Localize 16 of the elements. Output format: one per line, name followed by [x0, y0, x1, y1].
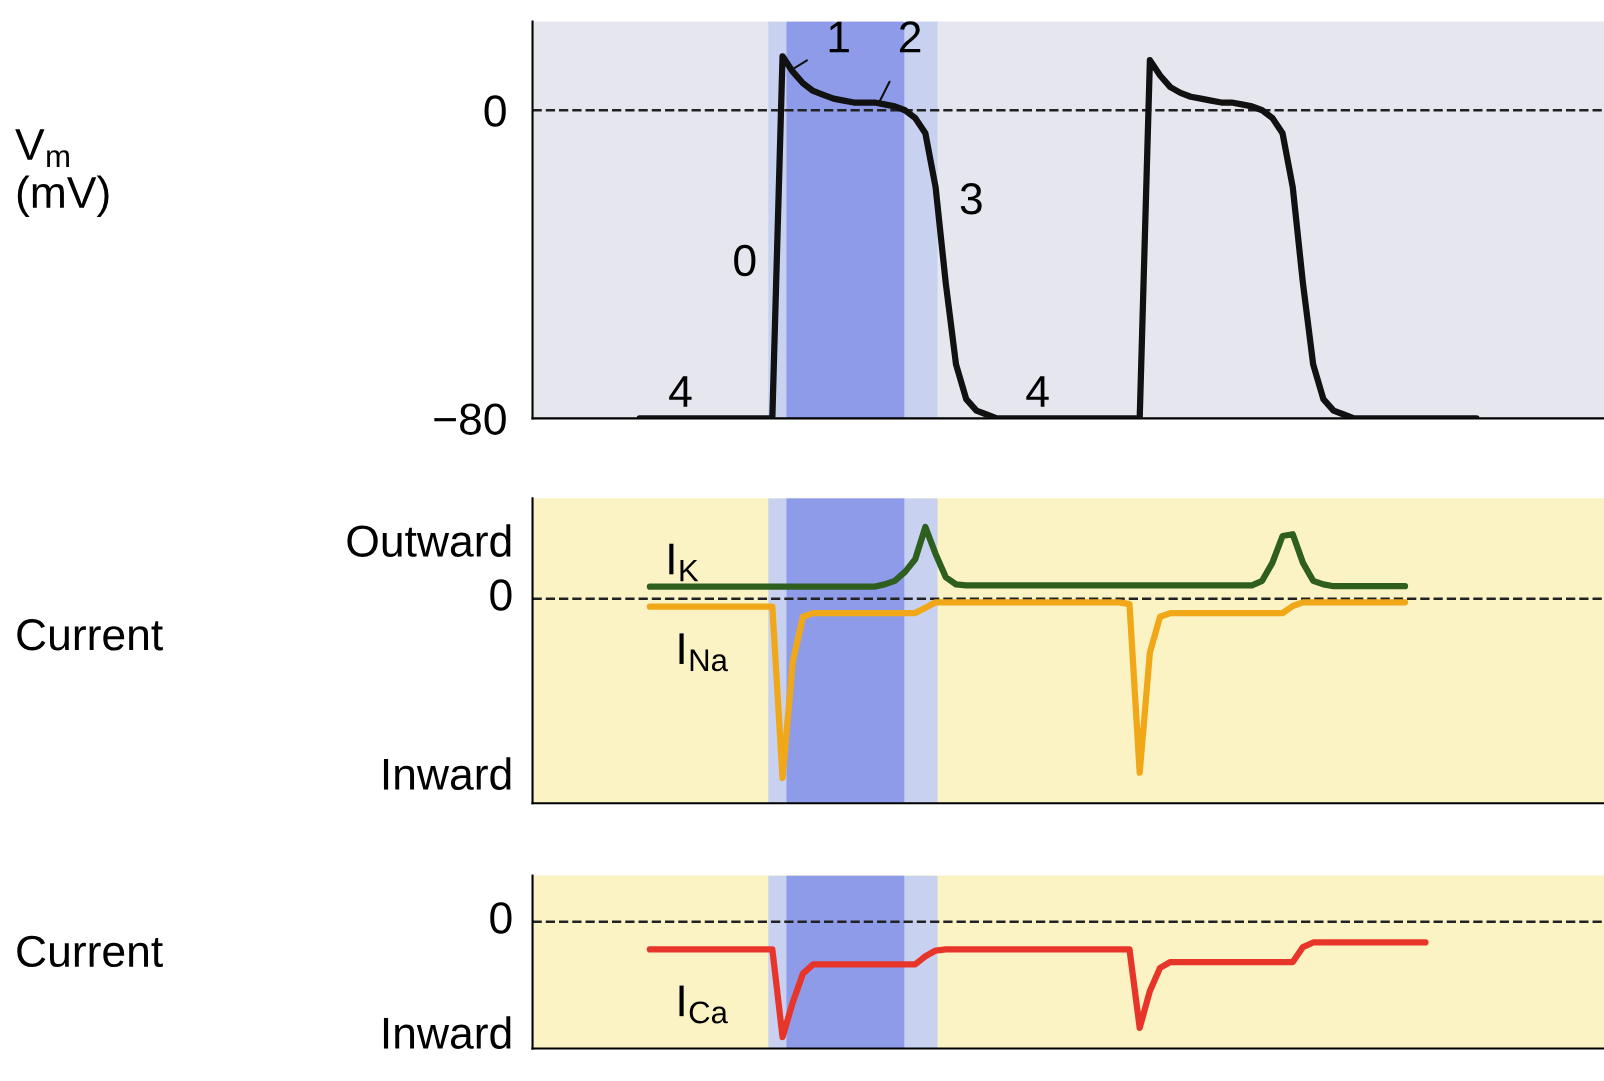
- series-label: I$_{Ca}$: [679, 985, 728, 1024]
- annotation: 4: [669, 376, 692, 407]
- text: Inward: [383, 757, 511, 791]
- series-label: I$_{Na}$: [679, 633, 728, 672]
- y-axis-title: V$_{m}$ (mV): [15, 129, 109, 218]
- annotation: 0: [734, 244, 756, 277]
- annotation: 3: [960, 183, 982, 215]
- series-label: I$_{K}$: [669, 543, 699, 582]
- y-tick-label: −80: [434, 403, 506, 435]
- text: Inward: [383, 1016, 511, 1049]
- y-axis-title: Current: [17, 935, 163, 968]
- annotation: 1: [829, 21, 849, 53]
- annotation: 2: [899, 21, 921, 53]
- annotation: 4: [1026, 376, 1049, 407]
- text: Outward: [347, 524, 511, 557]
- y-axis-title: Current: [17, 619, 163, 651]
